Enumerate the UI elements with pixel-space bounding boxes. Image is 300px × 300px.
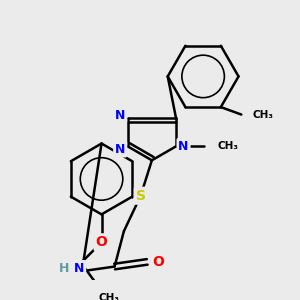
Text: N: N [74, 262, 84, 275]
Text: H: H [58, 262, 69, 275]
Text: O: O [152, 255, 164, 269]
Text: CH₃: CH₃ [253, 110, 274, 120]
Text: O: O [96, 235, 107, 249]
Text: CH₃: CH₃ [98, 293, 119, 300]
Text: CH₃: CH₃ [217, 141, 238, 151]
Text: N: N [115, 142, 125, 156]
Text: S: S [136, 189, 146, 203]
Text: N: N [178, 140, 189, 153]
Text: N: N [115, 109, 125, 122]
